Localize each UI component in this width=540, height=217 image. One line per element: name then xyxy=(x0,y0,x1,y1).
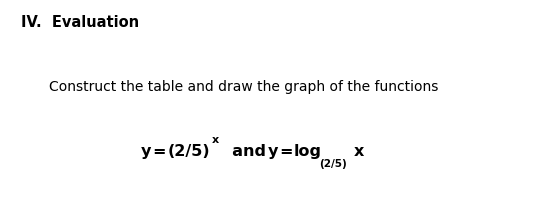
Text: (2/5): (2/5) xyxy=(167,144,210,159)
Text: x: x xyxy=(354,144,364,159)
Text: Construct the table and draw the graph of the functions: Construct the table and draw the graph o… xyxy=(49,80,438,94)
Text: y: y xyxy=(140,144,151,159)
Text: (2/5): (2/5) xyxy=(319,159,347,169)
Text: x: x xyxy=(212,135,219,145)
Text: log: log xyxy=(293,144,321,159)
Text: =: = xyxy=(152,144,166,159)
Text: IV.  Evaluation: IV. Evaluation xyxy=(21,15,139,30)
Text: =: = xyxy=(279,144,293,159)
Text: and: and xyxy=(221,144,278,159)
Text: y: y xyxy=(267,144,278,159)
